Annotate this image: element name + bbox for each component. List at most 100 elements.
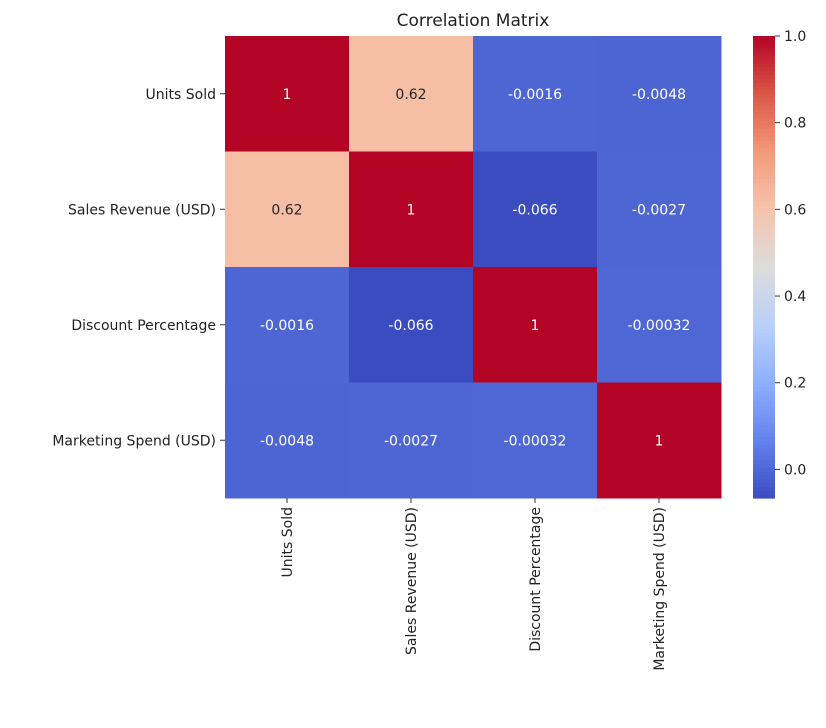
- colorbar-segment: [753, 328, 775, 334]
- colorbar-segment: [753, 78, 775, 83]
- heatmap-cell: [597, 267, 722, 383]
- colorbar-segment: [753, 324, 775, 330]
- colorbar-segment: [753, 374, 775, 380]
- colorbar-segment: [753, 351, 775, 357]
- colorbar-tick-label: 1.0: [784, 29, 806, 45]
- colorbar-segment: [753, 367, 775, 372]
- colorbar-segment: [753, 278, 775, 283]
- colorbar-segment: [753, 332, 775, 337]
- colorbar-segment: [753, 97, 775, 103]
- colorbar-segment: [753, 270, 775, 276]
- heatmap-cell: [473, 36, 598, 152]
- cell-annotation: 0.62: [395, 87, 426, 103]
- colorbar-segment: [753, 62, 775, 68]
- colorbar-segment: [753, 486, 775, 491]
- colorbar-segment: [753, 220, 775, 226]
- colorbar-segment: [753, 213, 775, 218]
- colorbar-tick-label: 0.2: [784, 376, 806, 392]
- cell-annotation: -0.0027: [384, 433, 438, 449]
- colorbar-segment: [753, 159, 775, 164]
- colorbar-segment: [753, 86, 775, 91]
- colorbar-segment: [753, 417, 775, 422]
- colorbar-segment: [753, 340, 775, 345]
- colorbar-segment: [753, 274, 775, 280]
- x-tick-label: Sales Revenue (USD): [404, 507, 420, 655]
- colorbar-segment: [753, 355, 775, 360]
- colorbar-segment: [753, 124, 775, 129]
- colorbar-segment: [753, 193, 775, 199]
- cell-annotation: -0.0048: [260, 433, 314, 449]
- cell-annotation: 1: [531, 318, 540, 334]
- colorbar-segment: [753, 347, 775, 353]
- colorbar-segment: [753, 47, 775, 52]
- colorbar-segment: [753, 424, 775, 430]
- colorbar-segment: [753, 43, 775, 49]
- y-tick-label: Marketing Spend (USD): [52, 433, 216, 449]
- colorbar-segment: [753, 247, 775, 253]
- colorbar-segment: [753, 467, 775, 472]
- colorbar-segment: [753, 205, 775, 210]
- colorbar-segment: [753, 70, 775, 76]
- colorbar-segment: [753, 147, 775, 153]
- colorbar-segment: [753, 336, 775, 341]
- colorbar-segment: [753, 386, 775, 391]
- colorbar-segment: [753, 74, 775, 79]
- colorbar-segment: [753, 297, 775, 303]
- colorbar-segment: [753, 243, 775, 249]
- colorbar-segment: [753, 82, 775, 87]
- colorbar-segment: [753, 463, 775, 468]
- cell-annotation: -0.0048: [632, 87, 686, 103]
- x-tick-label: Discount Percentage: [528, 507, 544, 652]
- colorbar-segment: [753, 182, 775, 187]
- heatmap-cell: [225, 267, 350, 383]
- colorbar-segment: [753, 394, 775, 399]
- colorbar-segment: [753, 255, 775, 260]
- colorbar-segment: [753, 478, 775, 484]
- heatmap-cell: [349, 36, 474, 152]
- colorbar-segment: [753, 301, 775, 307]
- colorbar-segment: [753, 209, 775, 214]
- colorbar-segment: [753, 378, 775, 384]
- cell-annotation: -0.00032: [628, 318, 691, 334]
- colorbar-segment: [753, 136, 775, 141]
- colorbar-segment: [753, 259, 775, 264]
- cell-annotation: -0.0016: [260, 318, 314, 334]
- colorbar-segment: [753, 282, 775, 287]
- colorbar-tick-label: 0.0: [784, 462, 806, 478]
- colorbar-segment: [753, 359, 775, 364]
- colorbar-segment: [753, 309, 775, 314]
- colorbar-segment: [753, 482, 775, 488]
- cell-annotation: -0.066: [512, 202, 557, 218]
- x-tick-label: Units Sold: [280, 507, 296, 577]
- colorbar-segment: [753, 190, 775, 195]
- colorbar-segment: [753, 170, 775, 176]
- colorbar-segment: [753, 421, 775, 426]
- colorbar-segment: [753, 401, 775, 407]
- colorbar-segment: [753, 397, 775, 403]
- colorbar-segment: [753, 105, 775, 110]
- cell-annotation: 0.62: [271, 202, 302, 218]
- colorbar-segment: [753, 440, 775, 445]
- colorbar-segment: [753, 293, 775, 299]
- colorbar-segment: [753, 132, 775, 137]
- y-tick-label: Units Sold: [146, 87, 216, 103]
- cell-annotation: 1: [655, 433, 664, 449]
- colorbar-segment: [753, 224, 775, 230]
- cell-annotation: -0.00032: [504, 433, 567, 449]
- colorbar-segment: [753, 174, 775, 180]
- colorbar-segment: [753, 490, 775, 495]
- colorbar-segment: [753, 436, 775, 441]
- colorbar-segment: [753, 263, 775, 268]
- colorbar-segment: [753, 151, 775, 156]
- colorbar-segment: [753, 251, 775, 257]
- colorbar-segment: [753, 305, 775, 310]
- colorbar-segment: [753, 155, 775, 160]
- colorbar-tick-label: 0.4: [784, 289, 806, 305]
- colorbar-segment: [753, 290, 775, 295]
- cell-annotation: -0.066: [388, 318, 433, 334]
- colorbar-segment: [753, 228, 775, 233]
- colorbar-segment: [753, 39, 775, 45]
- colorbar-tick-label: 0.6: [784, 202, 806, 218]
